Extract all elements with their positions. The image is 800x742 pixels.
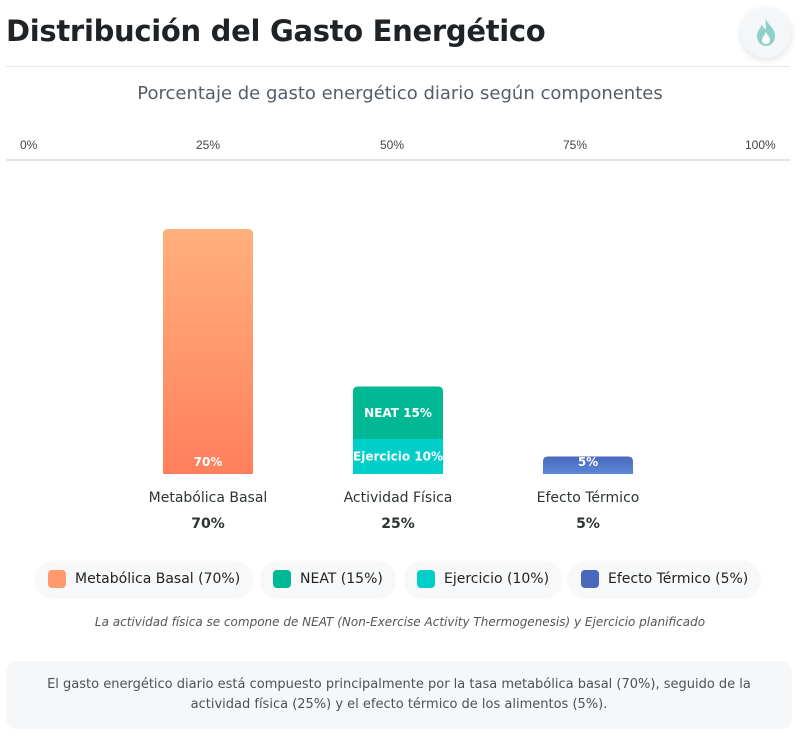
fire-icon [757, 19, 775, 46]
bar-ejercicio [353, 439, 443, 474]
category-total: 25% [381, 516, 415, 532]
axis-tick-25: 25% [196, 138, 221, 152]
legend-swatch [273, 570, 291, 588]
legend: Metabólica Basal (70%) NEAT (15%) Ejerci… [0, 561, 800, 599]
legend-label: Efecto Térmico (5%) [608, 571, 749, 587]
fire-button[interactable] [741, 8, 791, 58]
category-total: 70% [191, 516, 225, 532]
page-title: Distribución del Gasto Energético [6, 14, 546, 48]
axis-tick-100: 100% [745, 138, 776, 152]
legend-swatch [581, 570, 599, 588]
category-total: 5% [576, 516, 600, 532]
legend-label: Ejercicio (10%) [444, 571, 550, 587]
legend-label: NEAT (15%) [300, 571, 383, 587]
legend-swatch [417, 570, 435, 588]
category-label: Efecto Térmico [537, 490, 640, 506]
chart-note: La actividad física se compone de NEAT (… [94, 615, 706, 629]
legend-swatch [48, 570, 66, 588]
axis-tick-0: 0% [20, 138, 38, 152]
summary-text: El gasto energético diario está compuest… [47, 677, 751, 712]
bar-neat [353, 386, 443, 439]
bar-metab-lica-basal [163, 229, 253, 474]
summary-box: El gasto energético diario está compuest… [6, 661, 792, 729]
bar-label-neat: NEAT 15% [364, 406, 432, 420]
legend-item-efecto-termico[interactable]: Efecto Térmico (5%) [569, 561, 761, 597]
bar-label-ejercicio: Ejercicio 10% [353, 450, 443, 464]
legend-item-ejercicio[interactable]: Ejercicio (10%) [405, 561, 562, 597]
axis-tick-75: 75% [563, 138, 588, 152]
bar-efecto-t-rmico [543, 456, 633, 474]
chart-title: Porcentaje de gasto energético diario se… [137, 83, 663, 104]
bar-label-metab-lica-basal: 70% [194, 455, 223, 469]
category-label: Metabólica Basal [149, 490, 268, 506]
legend-item-metabolica[interactable]: Metabólica Basal (70%) [36, 561, 253, 597]
bar-label-efecto-t-rmico: 5% [578, 455, 598, 469]
category-label: Actividad Física [344, 490, 453, 506]
axis-tick-50: 50% [380, 138, 405, 152]
header-divider [6, 66, 790, 67]
axis-line [6, 159, 790, 161]
legend-label: Metabólica Basal (70%) [75, 571, 241, 587]
legend-item-neat[interactable]: NEAT (15%) [261, 561, 395, 597]
